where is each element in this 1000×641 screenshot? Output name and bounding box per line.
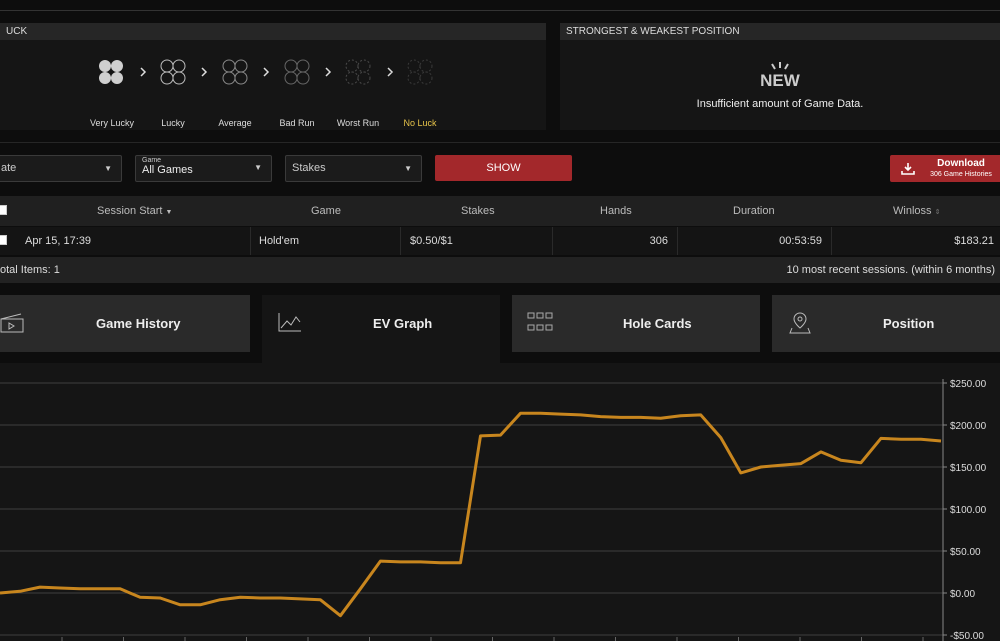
divider bbox=[0, 142, 1000, 143]
total-items: otal Items: 1 bbox=[0, 264, 60, 276]
tab[interactable]: Hole Cards bbox=[512, 295, 760, 352]
luck-label: Average bbox=[218, 118, 252, 128]
select-label: Game bbox=[142, 157, 162, 164]
cell: 00:53:59 bbox=[779, 235, 822, 247]
clover bbox=[284, 59, 310, 85]
download-text: Download bbox=[937, 158, 985, 169]
message: Insufficient amount of Game Data. bbox=[696, 98, 864, 110]
clover bbox=[160, 59, 186, 85]
column-header: Stakes bbox=[461, 205, 495, 217]
table-header: Session Start ▼ Game Stakes Hands Durati… bbox=[0, 196, 1000, 226]
clover bbox=[407, 59, 433, 85]
tab[interactable]: Position bbox=[772, 295, 1000, 352]
cell-border bbox=[552, 227, 553, 255]
cell: Hold'em bbox=[259, 235, 300, 247]
clover bbox=[222, 59, 248, 85]
download-icon bbox=[901, 163, 915, 175]
cell-border bbox=[400, 227, 401, 255]
y-tick-label: $150.00 bbox=[950, 463, 987, 474]
game-select[interactable]: Game All Games ▼ bbox=[135, 155, 272, 182]
tab-label: Position bbox=[883, 316, 935, 331]
tab-label: Game History bbox=[96, 316, 181, 331]
luck-label: Lucky bbox=[161, 118, 185, 128]
y-tick-label: -$50.00 bbox=[950, 631, 984, 641]
footer-note: 10 most recent sessions. (within 6 month… bbox=[786, 264, 995, 276]
panel-title: UCK bbox=[0, 23, 546, 40]
clover bbox=[345, 59, 371, 85]
download-button[interactable]: Download 306 Game Histories bbox=[890, 155, 1000, 182]
cell: $0.50/$1 bbox=[410, 235, 453, 247]
cell: 306 bbox=[649, 235, 668, 247]
select-text: All Games bbox=[142, 164, 193, 176]
column-text: Winloss bbox=[893, 205, 932, 217]
tab-icon bbox=[527, 312, 553, 331]
tab[interactable]: Game History bbox=[0, 295, 250, 352]
luck-label: Worst Run bbox=[336, 118, 380, 128]
y-tick-label: $250.00 bbox=[950, 379, 987, 390]
column-header[interactable]: Session Start ▼ bbox=[97, 205, 172, 217]
stakes-select[interactable]: Stakes ▼ bbox=[285, 155, 422, 182]
tab-icon bbox=[278, 313, 301, 332]
column-header: Hands bbox=[600, 205, 632, 217]
y-tick-label: $100.00 bbox=[950, 505, 987, 516]
top-divider bbox=[0, 10, 1000, 11]
column-header[interactable]: Winloss ⇕ bbox=[893, 205, 940, 217]
cell: $183.21 bbox=[954, 235, 994, 247]
select-text: ate bbox=[1, 162, 17, 174]
luck-label: Very Lucky bbox=[89, 118, 135, 128]
sort-icon: ▼ bbox=[165, 209, 173, 216]
column-text: Session Start bbox=[97, 205, 163, 217]
chevrons bbox=[140, 67, 394, 77]
luck-label: No Luck bbox=[403, 118, 437, 128]
table-footer: otal Items: 1 10 most recent sessions. (… bbox=[0, 257, 1000, 283]
checkbox[interactable] bbox=[0, 205, 7, 215]
tab-label: Hole Cards bbox=[623, 316, 692, 331]
y-tick-label: $200.00 bbox=[950, 421, 987, 432]
show-button[interactable]: SHOW bbox=[435, 155, 572, 181]
tab-label: EV Graph bbox=[373, 316, 433, 331]
column-header: Game bbox=[311, 205, 341, 217]
cell-border bbox=[250, 227, 251, 255]
panel-title: STRONGEST & WEAKEST POSITION bbox=[560, 23, 1000, 40]
new-rays bbox=[771, 62, 789, 70]
tab-active[interactable]: EV Graph bbox=[262, 295, 500, 364]
y-tick-label: $50.00 bbox=[950, 547, 981, 558]
cell-border bbox=[677, 227, 678, 255]
checkbox[interactable] bbox=[0, 235, 7, 245]
new-badge: NEW bbox=[760, 71, 800, 90]
download-sub: 306 Game Histories bbox=[930, 171, 992, 178]
column-header: Duration bbox=[733, 205, 775, 217]
sort-icon: ⇕ bbox=[934, 209, 941, 216]
tab-icon bbox=[789, 312, 811, 334]
cell: Apr 15, 17:39 bbox=[25, 235, 92, 247]
clover bbox=[99, 60, 123, 84]
luck-panel: UCK Very Lucky Lucky Average Bad Run Wor… bbox=[0, 23, 546, 130]
date-select[interactable]: ate ▼ bbox=[0, 155, 122, 182]
caret: ▼ bbox=[104, 164, 112, 173]
table-row[interactable]: Apr 15, 17:39 Hold'em $0.50/$1 306 00:53… bbox=[0, 227, 1000, 255]
ev-chart: $250.00 $200.00 $150.00 $100.00 $50.00 $0.00 -… bbox=[0, 363, 1000, 641]
caret: ▼ bbox=[404, 164, 412, 173]
caret: ▼ bbox=[254, 163, 262, 172]
position-panel: STRONGEST & WEAKEST POSITION NEW Insuffi… bbox=[560, 23, 1000, 130]
tab-icon bbox=[0, 313, 24, 333]
cell-border bbox=[831, 227, 832, 255]
luck-icons bbox=[99, 59, 433, 85]
ev-line bbox=[0, 411, 942, 618]
y-tick-label: $0.00 bbox=[950, 589, 975, 600]
luck-label: Bad Run bbox=[279, 118, 315, 128]
select-text: Stakes bbox=[292, 162, 326, 174]
